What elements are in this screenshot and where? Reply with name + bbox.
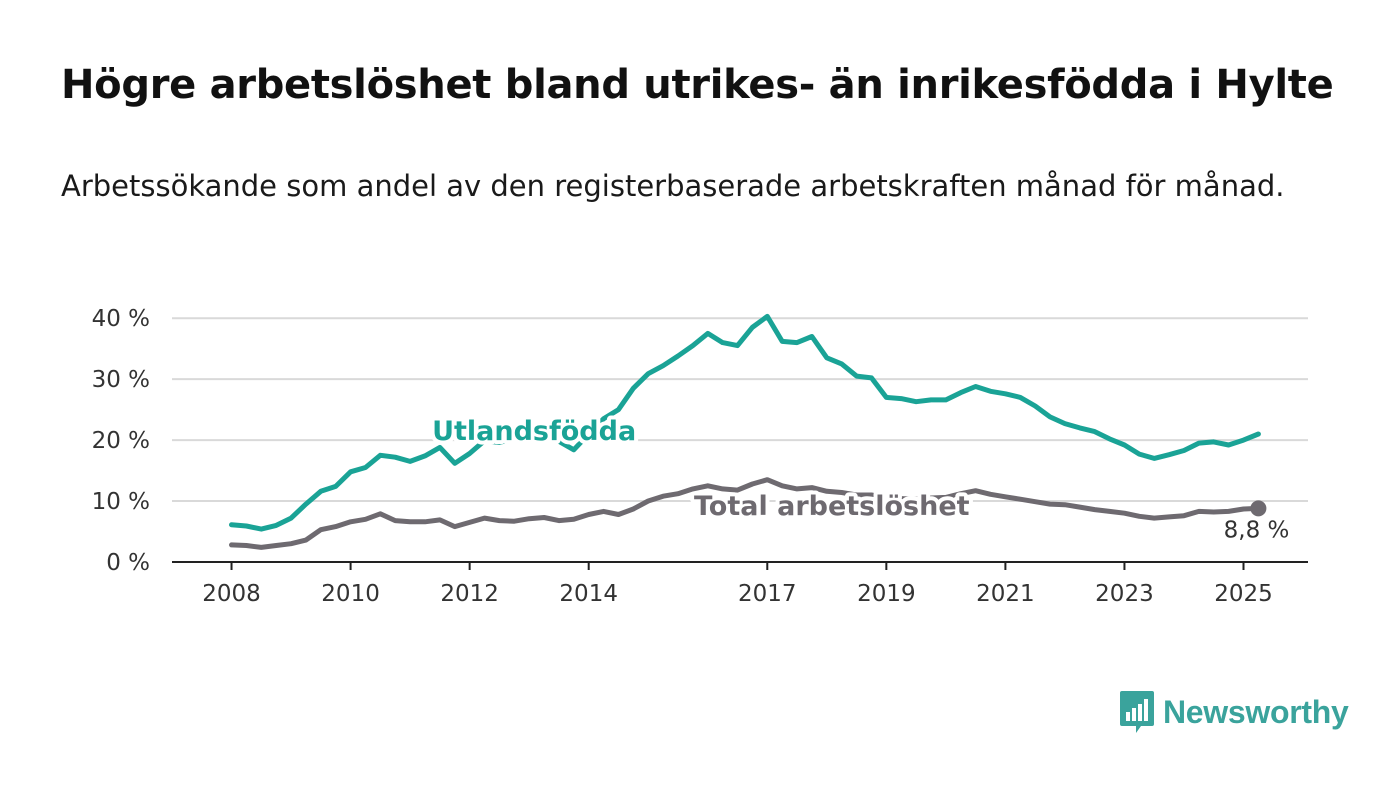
x-axis: 2008 2010 2012 2014 2017 2019 2021 2023 2025	[172, 561, 1308, 607]
x-tick-label: 2008	[202, 581, 261, 607]
bar-chart-speech-bubble-icon	[1120, 691, 1154, 733]
chart-series	[229, 313, 1261, 550]
line-chart: 0 % 10 % 20 % 30 % 40 % 2008 2010 2012 2014 2017…	[92, 306, 1308, 607]
y-tick-label: 0 %	[106, 550, 150, 576]
x-tick-label: 2012	[440, 581, 499, 607]
brand-name: Newsworthy	[1163, 693, 1349, 730]
y-tick-label: 40 %	[92, 306, 150, 332]
x-tick-label: 2017	[738, 581, 797, 607]
x-tick-label: 2025	[1214, 581, 1273, 607]
x-tick-label: 2019	[857, 581, 916, 607]
y-tick-label: 10 %	[92, 489, 150, 515]
chart-subtitle: Arbetssökande som andel av den registerb…	[61, 169, 1285, 203]
series-line-utlandsfodda	[229, 313, 1261, 532]
y-tick-label: 30 %	[92, 367, 150, 393]
x-tick-label: 2010	[321, 581, 380, 607]
y-axis: 0 % 10 % 20 % 30 % 40 %	[92, 306, 150, 576]
end-point-dot	[1250, 500, 1267, 517]
x-tick-label: 2014	[559, 581, 618, 607]
end-value-label: 8,8 %	[1224, 517, 1290, 543]
series-label-total: Total arbetslöshet	[694, 491, 970, 522]
x-tick-label: 2023	[1095, 581, 1154, 607]
chart-title: Högre arbetslöshet bland utrikes- än inr…	[61, 62, 1334, 108]
series-label-utlandsfodda: Utlandsfödda	[432, 416, 636, 447]
series-line-total	[229, 477, 1261, 550]
y-tick-label: 20 %	[92, 428, 150, 454]
chart-series-labels: Utlandsfödda Total arbetslöshet 8,8 %	[428, 412, 1290, 543]
newsworthy-logo: Newsworthy	[1119, 690, 1349, 734]
x-tick-label: 2021	[976, 581, 1035, 607]
